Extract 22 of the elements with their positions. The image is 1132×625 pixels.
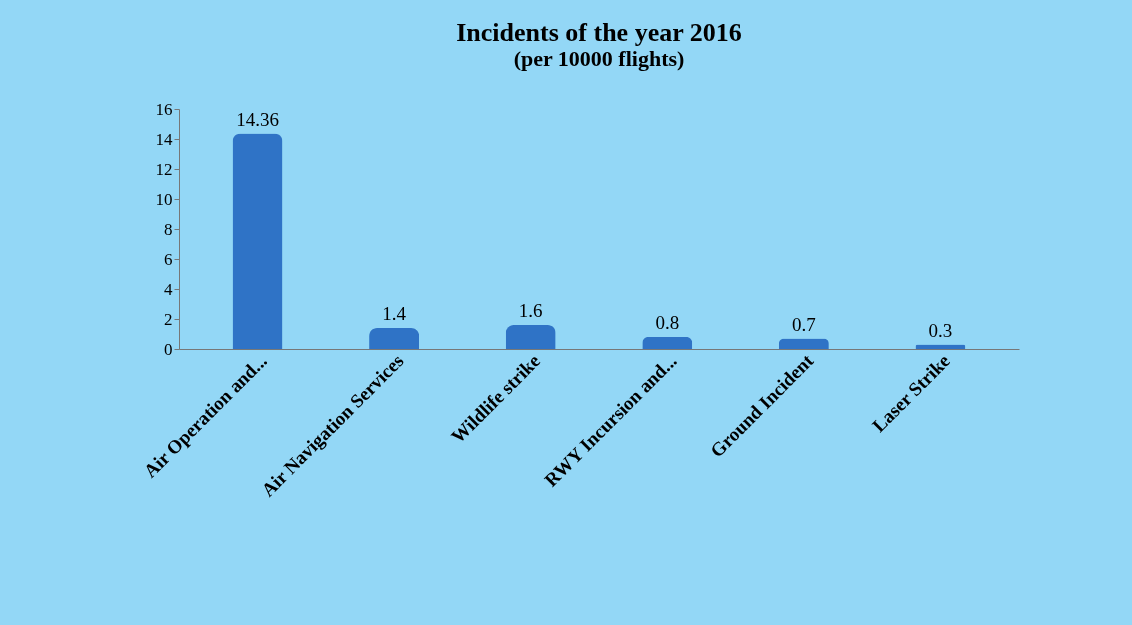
bar — [642, 337, 693, 349]
chart-title: Incidents of the year 2016 — [456, 18, 742, 47]
y-tick-label: 4 — [164, 279, 173, 299]
bar — [232, 133, 283, 349]
data-label: 0.3 — [928, 319, 953, 341]
bar — [505, 325, 556, 349]
y-tick-label: 14 — [155, 129, 173, 149]
bar — [778, 338, 829, 349]
y-tick-label: 6 — [164, 249, 173, 269]
y-tick-label: 8 — [164, 219, 173, 239]
chart-subtitle: (per 10000 flights) — [513, 46, 685, 71]
data-label: 1.4 — [382, 303, 407, 324]
y-tick-label: 0 — [164, 339, 173, 359]
y-tick-label: 12 — [155, 159, 173, 179]
y-tick-label: 16 — [155, 99, 173, 119]
y-tick-label: 2 — [164, 309, 173, 329]
data-label: 0.7 — [792, 313, 816, 335]
data-label: 1.6 — [518, 300, 543, 321]
bar — [369, 328, 420, 349]
data-label: 14.36 — [236, 108, 279, 130]
y-tick-label: 10 — [155, 189, 173, 209]
data-label: 0.8 — [655, 312, 680, 333]
